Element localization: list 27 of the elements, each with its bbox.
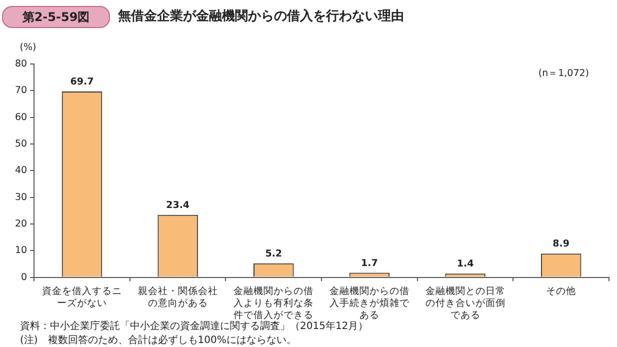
- chart-subtitle: 第2-5-59図: [2, 6, 110, 28]
- data-label: 69.7: [70, 76, 94, 88]
- y-tick-label: 80: [14, 58, 28, 70]
- y-tick-label: 50: [14, 138, 28, 150]
- data-label: 8.9: [552, 238, 570, 250]
- text: (注) 複数回答のため、合計は必ずしも100%にはならない。: [20, 334, 296, 347]
- x-tick-label: 金融機関からの借入よりも有利な条件で借入ができる: [232, 286, 315, 321]
- y-tick-label: 60: [14, 112, 28, 123]
- x-tick-label: 金融機関との日常の付き合いが面倒である: [424, 286, 506, 322]
- y-tick-label: 70: [14, 85, 28, 96]
- data-label: 1.7: [361, 258, 378, 269]
- x-tick-label: 親会社・関係会社の意向がある: [136, 286, 219, 310]
- y-tick-label: 20: [14, 218, 28, 230]
- data-label: 23.4: [166, 200, 190, 211]
- y-tick-label: 30: [14, 192, 28, 203]
- data-label: 5.2: [265, 248, 282, 260]
- y-axis-title: (%): [20, 42, 36, 53]
- y-tick-label: 10: [14, 245, 28, 256]
- y-tick-label: 0: [21, 272, 28, 283]
- chart-title: 無借金企業が金融機関からの借入を行わない理由: [118, 8, 404, 25]
- y-tick-label: 40: [14, 165, 28, 176]
- data-label: 1.4: [456, 258, 474, 270]
- x-tick-label: 金融機関からの借入手続きが煩雑である: [328, 286, 410, 321]
- annotation: (n＝1,072): [538, 68, 589, 79]
- x-tick-label: 資金を借入するニーズがない: [40, 286, 123, 310]
- x-tick-label: その他: [545, 286, 578, 298]
- text: 資料：中小企業庁委託「中小企業の資金調達に関する調査」（2015年12月）: [20, 320, 368, 333]
